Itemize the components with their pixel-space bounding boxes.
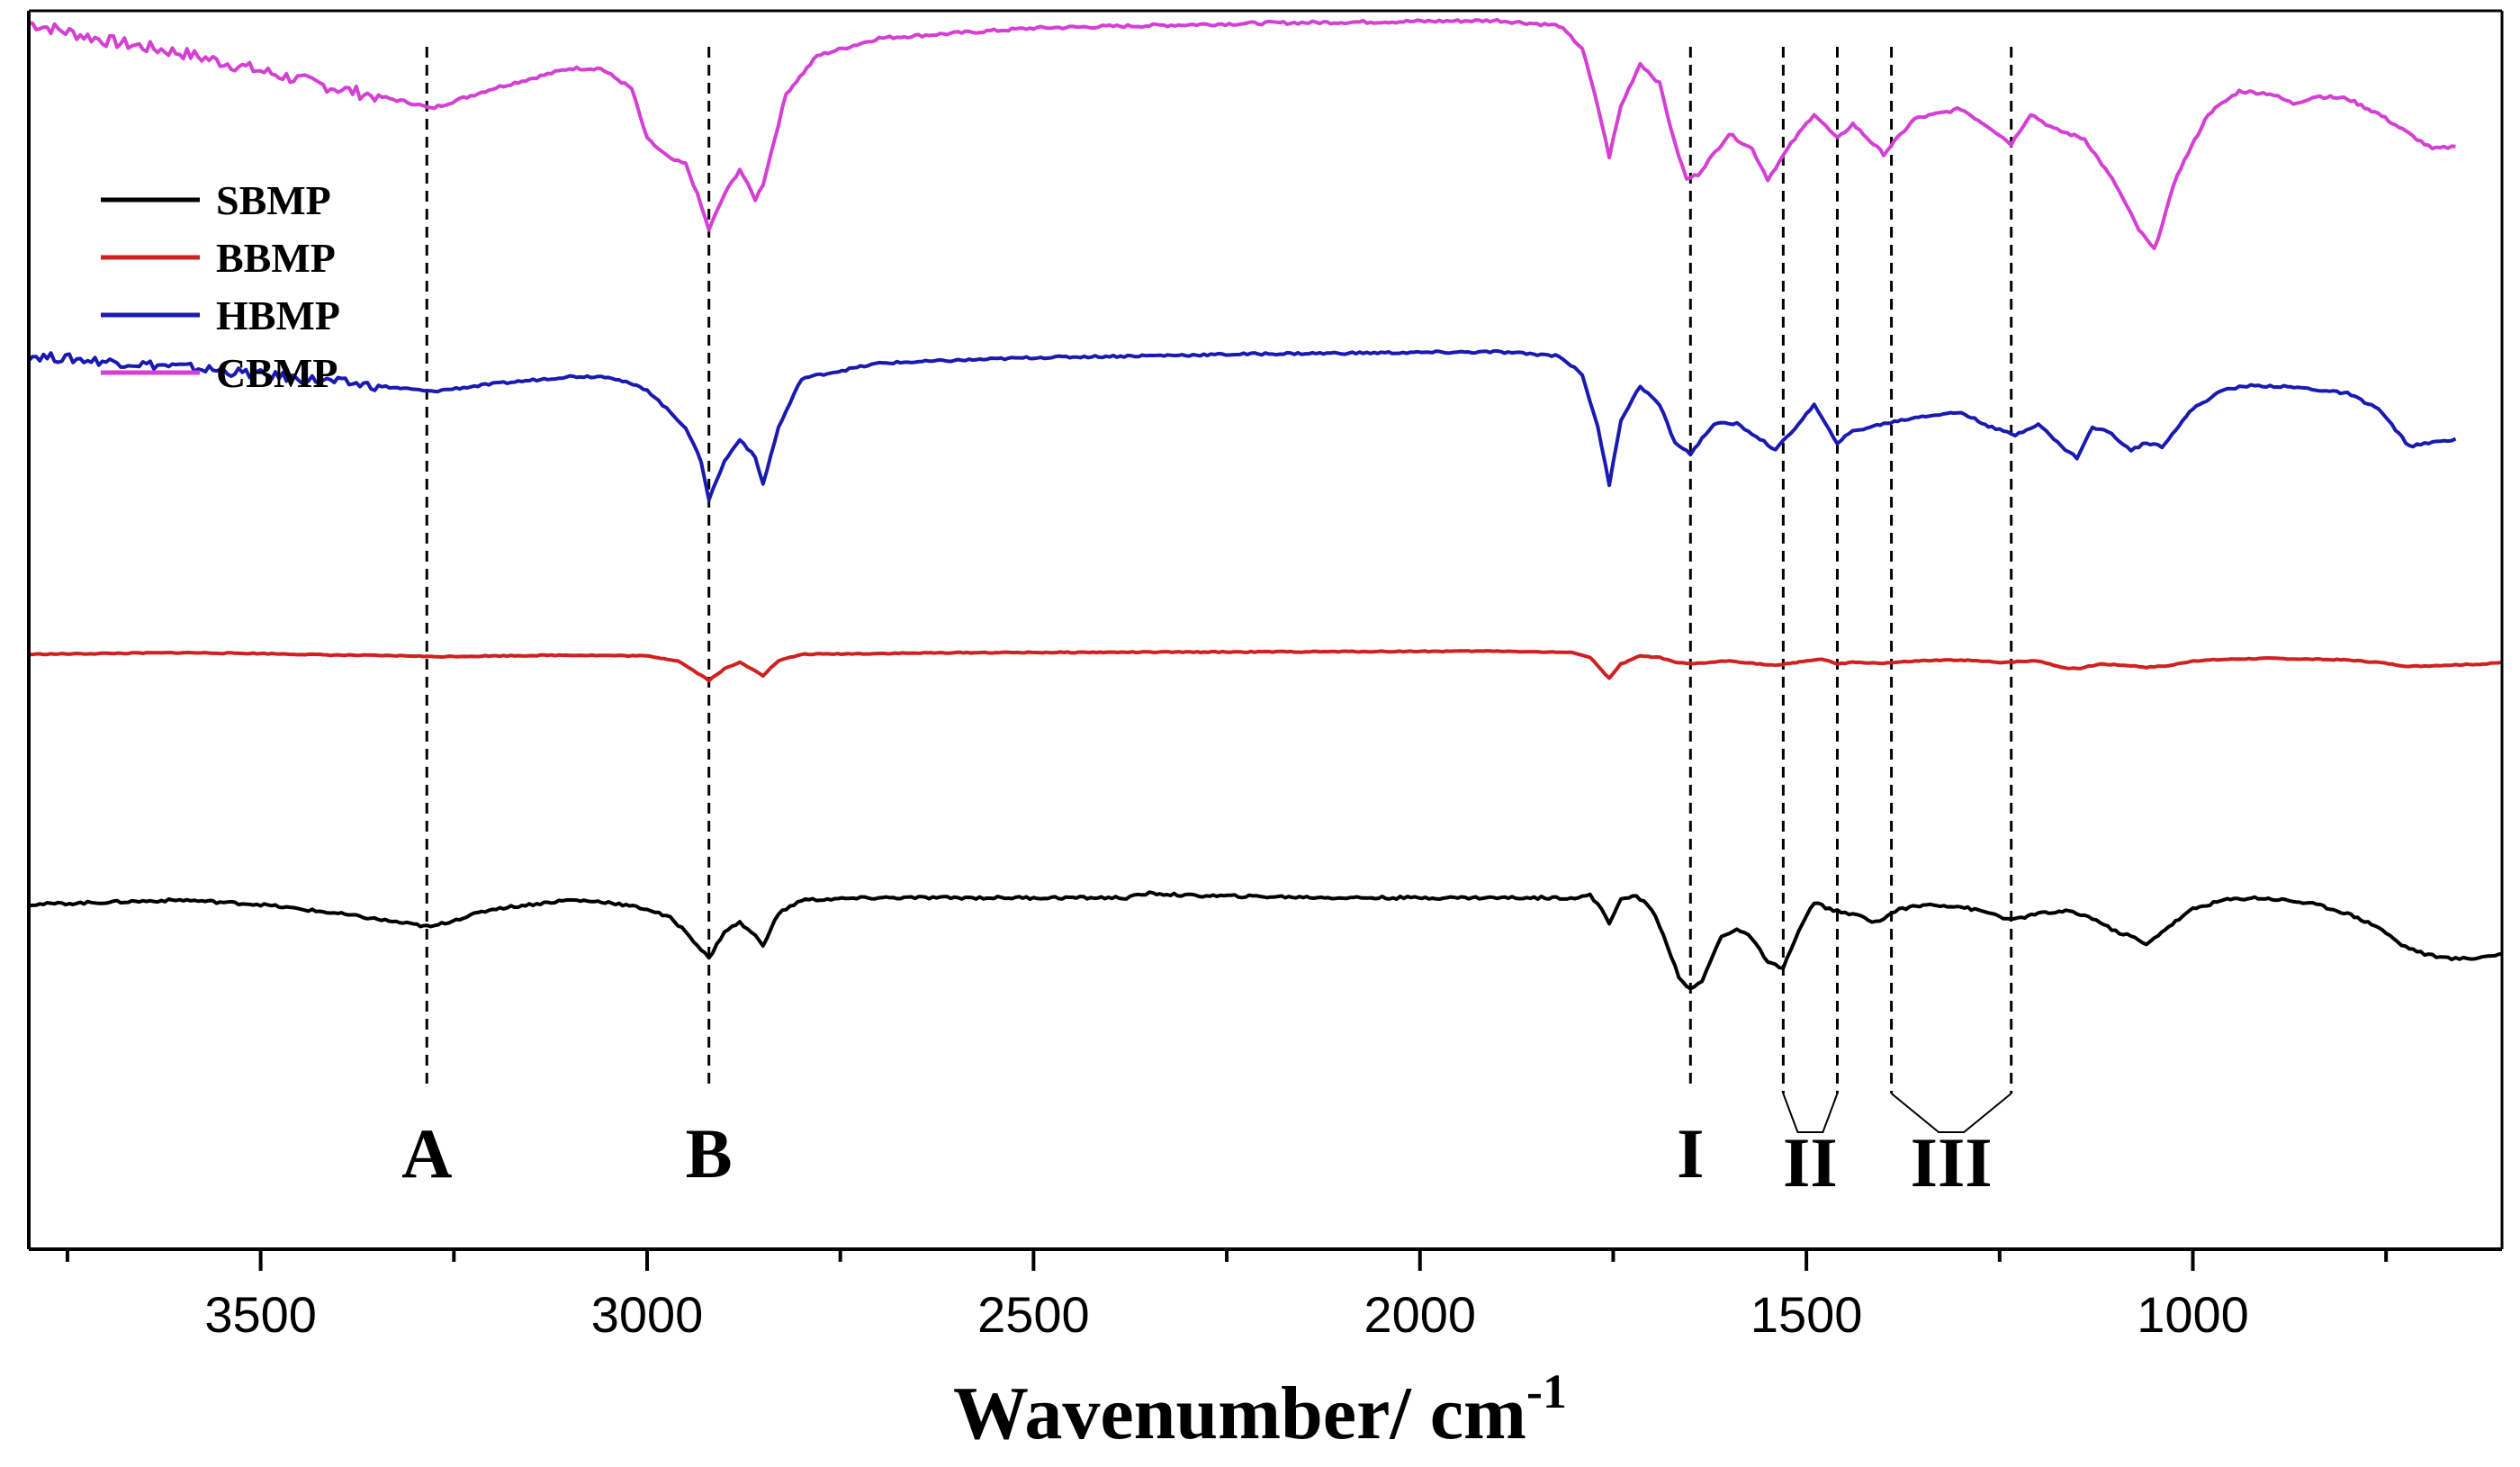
peak-label-B: B: [686, 1114, 733, 1192]
peak-label-II: II: [1783, 1123, 1838, 1202]
x-tick-label: 1500: [1750, 1286, 1863, 1343]
series-layer: [27, 17, 2503, 991]
legend-label-cbmp: CBMP: [216, 350, 338, 396]
x-tick-label: 3000: [591, 1286, 704, 1343]
x-tick-label: 1000: [2137, 1286, 2249, 1343]
x-tick-label: 2500: [977, 1286, 1090, 1343]
axes: 3500 3000 2500 2000 1500 1000: [27, 9, 2504, 1343]
peak-bracket-II: [1782, 1093, 1839, 1133]
legend-label-hbmp: HBMP: [216, 292, 340, 338]
series-line-bbmp: [28, 649, 2503, 683]
x-tick-label: 2000: [1364, 1286, 1476, 1343]
x-tick-label: 3500: [204, 1286, 317, 1343]
x-axis-label: Wavenumber/ cm-1: [953, 1364, 1567, 1455]
series-line-sbmp: [28, 890, 2503, 991]
peak-label-A: A: [401, 1114, 452, 1192]
series-line-cbmp: [29, 17, 2456, 250]
legend: SBMP BBMP HBMP CBMP: [101, 177, 340, 396]
legend-label-sbmp: SBMP: [216, 177, 331, 223]
peak-label-III: III: [1911, 1123, 1993, 1202]
peak-bracket-III: [1890, 1093, 2012, 1133]
legend-label-bbmp: BBMP: [216, 235, 336, 281]
x-axis-label-superscript: -1: [1526, 1364, 1567, 1418]
x-axis-label-text: Wavenumber/ cm: [953, 1372, 1526, 1455]
series-line-hbmp: [27, 349, 2457, 502]
peak-label-I: I: [1677, 1114, 1704, 1192]
